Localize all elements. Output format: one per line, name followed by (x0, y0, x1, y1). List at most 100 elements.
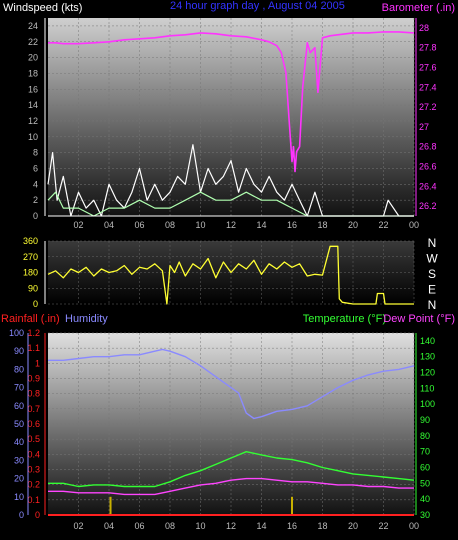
temperature-tick-label: 110 (420, 383, 434, 393)
wind-x-tick-label: 02 (73, 220, 83, 230)
temperature-tick-label: 100 (420, 399, 435, 409)
humidity-line (48, 348, 415, 420)
temp-x-tick-label: 02 (73, 521, 83, 531)
wind-tick-label: 8 (33, 148, 38, 158)
temp-x-tick-label: 20 (348, 521, 358, 531)
rain-tick-label: 1.1 (27, 343, 40, 353)
wind-baro-axes: 02468101214161820222426.226.426.626.8272… (28, 18, 437, 230)
barometer-tick-label: 27.6 (419, 63, 437, 73)
temp-x-tick-label: 18 (317, 521, 327, 531)
wind-axis-label: Windspeed (kts) (3, 2, 82, 14)
wind-x-tick-label: 16 (287, 220, 297, 230)
rain-tick-label: 1.2 (27, 328, 40, 338)
dewpoint-axis-label: Dew Point (°F) (383, 313, 455, 325)
temperature-tick-label: 60 (420, 463, 430, 473)
compass-label: N (428, 236, 437, 250)
graph-title: 24 hour graph day , August 04 2005 (170, 0, 345, 12)
wind-tick-label: 10 (28, 132, 38, 142)
temp-x-tick-label: 22 (378, 521, 388, 531)
temperature-tick-label: 80 (420, 431, 430, 441)
rain-tick-label: 0.7 (27, 404, 40, 414)
temp-humidity-series (48, 348, 415, 516)
humidity-tick-label: 40 (14, 437, 24, 447)
temp-x-tick-label: 14 (256, 521, 266, 531)
temperature-tick-label: 120 (420, 368, 435, 378)
compass-label: E (428, 283, 436, 297)
direction-tick-label: 270 (23, 252, 38, 262)
wind-tick-label: 20 (28, 53, 38, 63)
humidity-tick-label: 90 (14, 346, 24, 356)
temp-x-tick-label: 08 (165, 521, 175, 531)
humidity-tick-label: 50 (14, 419, 24, 429)
rain-tick-label: 0.2 (27, 480, 40, 490)
temp-x-tick-label: 16 (287, 521, 297, 531)
wind-x-tick-label: 00 (409, 220, 419, 230)
wind-x-tick-label: 08 (165, 220, 175, 230)
direction-tick-label: 180 (23, 268, 38, 278)
temperature-tick-label: 70 (420, 447, 430, 457)
wind-tick-label: 6 (33, 163, 38, 173)
barometer-tick-label: 27 (419, 122, 429, 132)
temp-x-tick-label: 00 (409, 521, 419, 531)
rain-tick-label: 0.4 (27, 449, 40, 459)
wind-tick-label: 16 (28, 84, 38, 94)
temperature-axis-label: Temperature (°F) (303, 313, 386, 325)
temp-x-tick-label: 12 (226, 521, 236, 531)
barometer-tick-label: 26.6 (419, 162, 437, 172)
wind-x-tick-label: 20 (348, 220, 358, 230)
rain-bar (291, 496, 293, 515)
temp-x-tick-label: 10 (195, 521, 205, 531)
humidity-tick-label: 80 (14, 364, 24, 374)
humidity-tick-label: 20 (14, 474, 24, 484)
wind-tick-label: 24 (28, 21, 38, 31)
humidity-tick-label: 60 (14, 401, 24, 411)
temperature-tick-label: 40 (420, 494, 430, 504)
rain-tick-label: 1 (35, 358, 40, 368)
rain-tick-label: 0 (35, 510, 40, 520)
temperature-tick-label: 30 (420, 510, 430, 520)
temperature-line (48, 451, 415, 488)
compass-label: N (428, 298, 437, 312)
wind-x-tick-label: 06 (134, 220, 144, 230)
wind-x-tick-label: 18 (317, 220, 327, 230)
direction-tick-label: 0 (33, 299, 38, 309)
wind-x-tick-label: 10 (195, 220, 205, 230)
wind-tick-label: 14 (28, 100, 38, 110)
rain-tick-label: 0.6 (27, 419, 40, 429)
barometer-line (48, 31, 415, 173)
temp-x-tick-label: 06 (134, 521, 144, 531)
barometer-axis-label: Barometer (.in) (382, 2, 455, 14)
rain-tick-label: 0.1 (27, 495, 40, 505)
wind-x-tick-label: 14 (256, 220, 266, 230)
barometer-tick-label: 26.4 (419, 181, 437, 191)
barometer-tick-label: 28 (419, 23, 429, 33)
temp-humidity-axes: 00.10.20.30.40.50.60.70.80.911.11.201020… (9, 328, 435, 531)
wind-tick-label: 18 (28, 68, 38, 78)
humidity-tick-label: 100 (9, 328, 24, 338)
wind-x-tick-label: 04 (104, 220, 114, 230)
rainfall-axis-label: Rainfall (.in) (1, 313, 60, 325)
temperature-tick-label: 130 (420, 352, 435, 362)
humidity-tick-label: 30 (14, 455, 24, 465)
wind-tick-label: 2 (33, 195, 38, 205)
dewpoint-line (48, 477, 414, 496)
wind-x-tick-label: 22 (378, 220, 388, 230)
wind-speed-line (47, 144, 414, 217)
temp-humidity-plot-area (48, 333, 414, 515)
wind-direction-line (47, 245, 414, 305)
wind-tick-label: 0 (33, 211, 38, 221)
humidity-tick-label: 0 (19, 510, 24, 520)
wind-tick-label: 22 (28, 37, 38, 47)
humidity-tick-label: 10 (14, 492, 24, 502)
wind-tick-label: 12 (28, 116, 38, 126)
rain-tick-label: 0.5 (27, 434, 40, 444)
temperature-tick-label: 50 (420, 478, 430, 488)
direction-tick-label: 90 (28, 283, 38, 293)
humidity-tick-label: 70 (14, 383, 24, 393)
rain-tick-label: 0.9 (27, 374, 40, 384)
humidity-axis-label: Humidity (65, 313, 108, 325)
rain-tick-label: 0.3 (27, 465, 40, 475)
temperature-tick-label: 90 (420, 415, 430, 425)
